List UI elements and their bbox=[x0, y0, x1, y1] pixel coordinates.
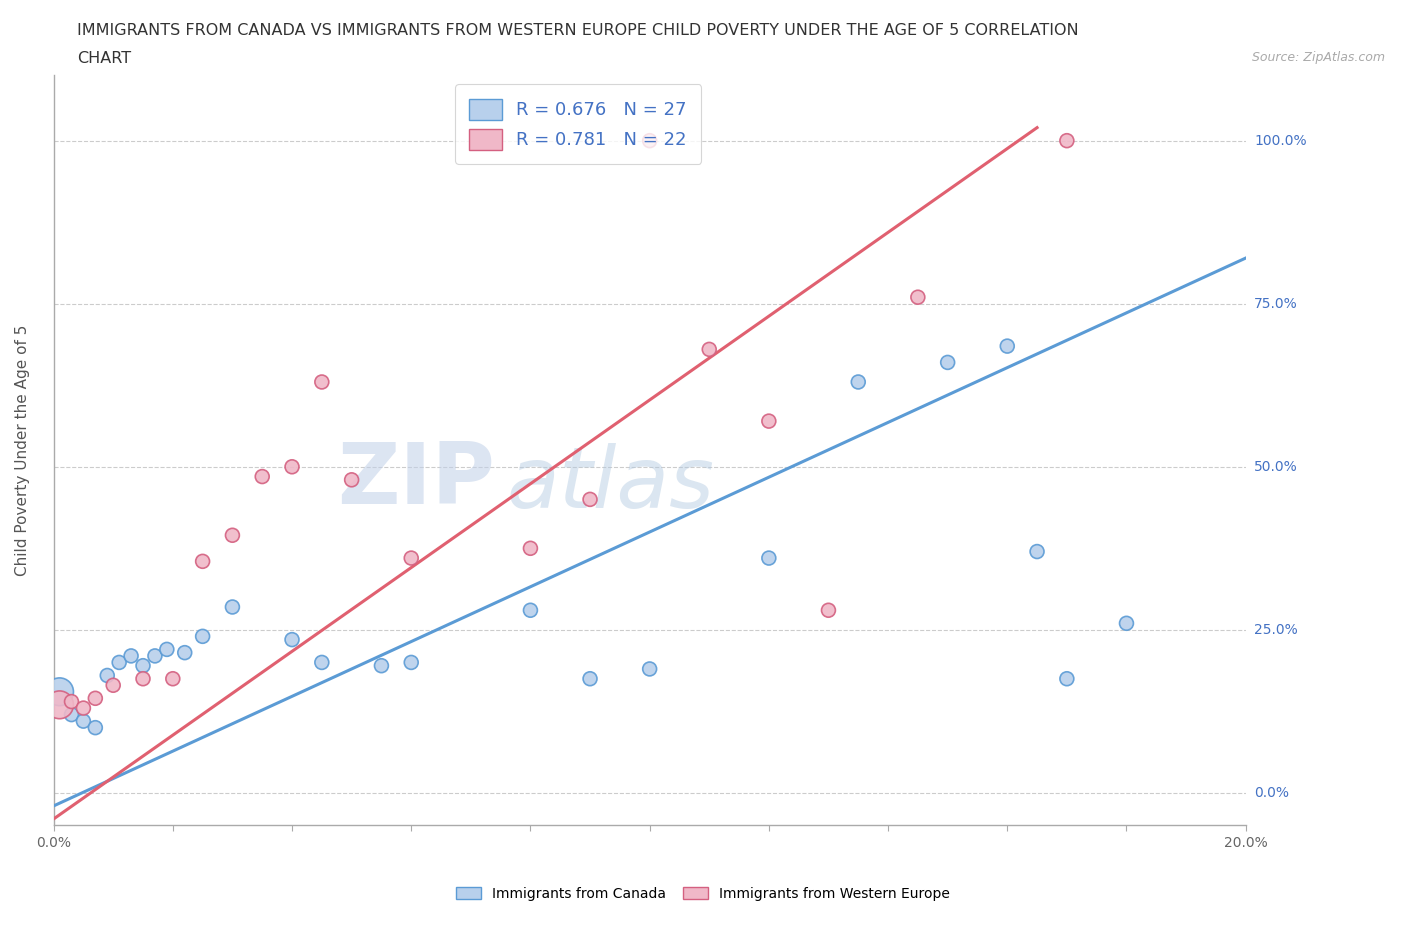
Point bbox=[311, 375, 333, 390]
Point bbox=[758, 551, 780, 565]
Text: IMMIGRANTS FROM CANADA VS IMMIGRANTS FROM WESTERN EUROPE CHILD POVERTY UNDER THE: IMMIGRANTS FROM CANADA VS IMMIGRANTS FRO… bbox=[77, 23, 1078, 38]
Point bbox=[48, 698, 70, 712]
Point bbox=[132, 658, 155, 673]
Point bbox=[519, 603, 541, 618]
Point bbox=[1115, 616, 1137, 631]
Point bbox=[162, 671, 184, 686]
Point bbox=[60, 694, 83, 709]
Point bbox=[191, 554, 214, 569]
Point bbox=[758, 414, 780, 429]
Point bbox=[281, 632, 304, 647]
Point bbox=[340, 472, 363, 487]
Point bbox=[638, 661, 661, 676]
Point bbox=[96, 668, 118, 683]
Point bbox=[156, 642, 179, 657]
Legend: Immigrants from Canada, Immigrants from Western Europe: Immigrants from Canada, Immigrants from … bbox=[450, 882, 956, 907]
Text: 100.0%: 100.0% bbox=[1254, 134, 1306, 148]
Point bbox=[1056, 671, 1078, 686]
Point bbox=[120, 648, 142, 663]
Point bbox=[108, 655, 131, 670]
Y-axis label: Child Poverty Under the Age of 5: Child Poverty Under the Age of 5 bbox=[15, 325, 30, 577]
Text: Source: ZipAtlas.com: Source: ZipAtlas.com bbox=[1251, 51, 1385, 64]
Point bbox=[907, 290, 929, 305]
Point bbox=[579, 492, 602, 507]
Point bbox=[191, 629, 214, 644]
Point bbox=[72, 713, 94, 728]
Point bbox=[132, 671, 155, 686]
Text: 0.0%: 0.0% bbox=[1254, 786, 1289, 800]
Point bbox=[1026, 544, 1049, 559]
Point bbox=[143, 648, 166, 663]
Point bbox=[221, 600, 243, 615]
Point bbox=[60, 707, 83, 722]
Point bbox=[519, 541, 541, 556]
Point bbox=[995, 339, 1018, 353]
Text: atlas: atlas bbox=[506, 443, 714, 525]
Text: ZIP: ZIP bbox=[337, 439, 495, 522]
Point bbox=[579, 671, 602, 686]
Point bbox=[936, 355, 959, 370]
Point bbox=[84, 720, 107, 735]
Point bbox=[817, 603, 839, 618]
Point bbox=[221, 528, 243, 543]
Point bbox=[370, 658, 392, 673]
Point bbox=[281, 459, 304, 474]
Point bbox=[399, 655, 422, 670]
Point bbox=[48, 684, 70, 699]
Point bbox=[697, 342, 720, 357]
Text: 75.0%: 75.0% bbox=[1254, 297, 1298, 311]
Text: 50.0%: 50.0% bbox=[1254, 459, 1298, 473]
Point bbox=[252, 469, 274, 484]
Point bbox=[1056, 133, 1078, 148]
Point bbox=[72, 700, 94, 715]
Point bbox=[84, 691, 107, 706]
Point bbox=[399, 551, 422, 565]
Text: CHART: CHART bbox=[77, 51, 131, 66]
Point bbox=[173, 645, 195, 660]
Text: 25.0%: 25.0% bbox=[1254, 623, 1298, 637]
Point bbox=[311, 655, 333, 670]
Legend: R = 0.676   N = 27, R = 0.781   N = 22: R = 0.676 N = 27, R = 0.781 N = 22 bbox=[456, 85, 702, 164]
Point bbox=[103, 678, 125, 693]
Point bbox=[638, 133, 661, 148]
Point bbox=[846, 375, 869, 390]
